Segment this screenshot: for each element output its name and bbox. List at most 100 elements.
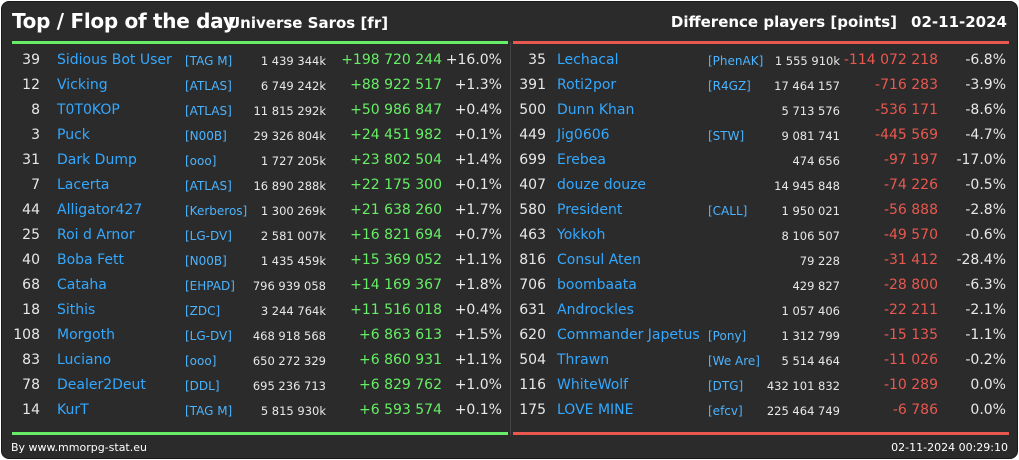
player-name-link[interactable]: WhiteWolf	[557, 377, 629, 393]
player-row: 631 Androckles 1 057 406 -22 211 -2.1%	[512, 299, 1017, 324]
player-name-link[interactable]: Androckles	[557, 302, 634, 318]
alliance-tag-link[interactable]: [TAG M]	[185, 54, 233, 68]
alliance-tag-link[interactable]: [efcv]	[708, 404, 743, 418]
player-rank: 7	[31, 177, 40, 193]
points-difference: +11 516 018	[350, 302, 442, 318]
alliance-tag-link[interactable]: [PhenAK]	[708, 54, 764, 68]
player-points: 650 272 329	[252, 354, 326, 368]
alliance-tag-link[interactable]: [LG-DV]	[185, 229, 232, 243]
alliance-tag-link[interactable]: [EHPAD]	[185, 279, 235, 293]
points-difference: -536 171	[875, 102, 938, 118]
player-row: 706 boombaata 429 827 -28 800 -6.3%	[512, 274, 1017, 299]
alliance-tag-link[interactable]: [N00B]	[185, 254, 227, 268]
player-name-link[interactable]: boombaata	[557, 277, 637, 293]
percent-change: -6.3%	[965, 277, 1006, 293]
player-name-link[interactable]: Consul Aten	[557, 252, 642, 268]
alliance-tag-link[interactable]: [ATLAS]	[185, 104, 232, 118]
player-row: 78 Dealer2Deut [DDL] 695 236 713 +6 829 762 +…	[2, 374, 510, 399]
points-difference: -445 569	[875, 127, 938, 143]
player-name-link[interactable]: Dealer2Deut	[57, 377, 146, 393]
player-name-link[interactable]: LOVE MINE	[557, 402, 634, 418]
alliance-tag-link[interactable]: [Kerberos]	[185, 204, 248, 218]
player-name-link[interactable]: Alligator427	[57, 202, 143, 218]
player-name-link[interactable]: douze douze	[557, 177, 647, 193]
percent-change: -4.7%	[965, 127, 1006, 143]
player-name-link[interactable]: Thrawn	[557, 352, 610, 368]
alliance-tag-link[interactable]: [ZDC]	[185, 304, 221, 318]
player-row: 18 Sithis [ZDC] 3 244 764k +11 516 018 +0.4%	[2, 299, 510, 324]
player-name-link[interactable]: Morgoth	[57, 327, 115, 343]
player-rank: 108	[13, 327, 40, 343]
player-rank: 12	[22, 77, 40, 93]
alliance-tag-link[interactable]: [STW]	[708, 129, 745, 143]
player-rank: 175	[519, 402, 546, 418]
alliance-tag-link[interactable]: [We Are]	[708, 354, 760, 368]
player-rank: 500	[519, 102, 546, 118]
player-points: 17 464 157	[774, 79, 840, 93]
player-rank: 816	[519, 252, 546, 268]
alliance-tag-link[interactable]: [ATLAS]	[185, 179, 232, 193]
alliance-tag-link[interactable]: [CALL]	[708, 204, 748, 218]
player-name-link[interactable]: Luciano	[57, 352, 112, 368]
player-row: 407 douze douze 14 945 848 -74 226 -0.5%	[512, 174, 1017, 199]
player-name-link[interactable]: Roi d Arnor	[57, 227, 135, 243]
alliance-tag-link[interactable]: [DTG]	[708, 379, 744, 393]
points-difference: +16 821 694	[350, 227, 442, 243]
player-rank: 14	[22, 402, 40, 418]
player-name-link[interactable]: Sidious Bot User	[57, 52, 172, 68]
points-difference: +15 369 052	[350, 252, 442, 268]
player-name-link[interactable]: Dunn Khan	[557, 102, 635, 118]
percent-change: 0.0%	[970, 402, 1006, 418]
player-rank: 504	[519, 352, 546, 368]
player-points: 468 918 568	[252, 329, 326, 343]
alliance-tag-link[interactable]: [R4GZ]	[708, 79, 751, 93]
site-credit: By www.mmorpg-stat.eu	[11, 441, 147, 454]
player-rank: 463	[519, 227, 546, 243]
player-rank: 68	[22, 277, 40, 293]
percent-change: +0.4%	[454, 102, 502, 118]
alliance-tag-link[interactable]: [N00B]	[185, 129, 227, 143]
player-name-link[interactable]: Cataha	[57, 277, 107, 293]
player-name-link[interactable]: Commander Japetus	[557, 327, 700, 343]
player-name-link[interactable]: Roti2por	[557, 77, 617, 93]
player-name-link[interactable]: Puck	[57, 127, 90, 143]
alliance-tag-link[interactable]: [DDL]	[185, 379, 220, 393]
player-name-link[interactable]: Jig0606	[557, 127, 610, 143]
points-difference: -28 800	[883, 277, 938, 293]
top-divider-green	[12, 41, 508, 44]
player-name-link[interactable]: Boba Fett	[57, 252, 124, 268]
player-row: 83 Luciano [ooo] 650 272 329 +6 860 931 +1.1%	[2, 349, 510, 374]
player-row: 35 Lechacal [PhenAK] 1 555 910k -114 072 218…	[512, 49, 1017, 74]
player-name-link[interactable]: President	[557, 202, 623, 218]
percent-change: +1.3%	[454, 77, 502, 93]
player-points: 5 713 576	[781, 104, 840, 118]
player-row: 44 Alligator427 [Kerberos] 1 300 269k +21 63…	[2, 199, 510, 224]
player-points: 5 815 930k	[260, 404, 326, 418]
alliance-tag-link[interactable]: [ooo]	[185, 354, 217, 368]
points-difference: +24 451 982	[350, 127, 442, 143]
player-name-link[interactable]: Dark Dump	[57, 152, 137, 168]
points-difference: +88 922 517	[350, 77, 442, 93]
player-name-link[interactable]: Erebea	[557, 152, 606, 168]
player-points: 474 656	[792, 154, 840, 168]
player-name-link[interactable]: Lechacal	[557, 52, 619, 68]
player-points: 5 514 464	[781, 354, 840, 368]
alliance-tag-link[interactable]: [LG-DV]	[185, 329, 232, 343]
alliance-tag-link[interactable]: [ATLAS]	[185, 79, 232, 93]
player-name-link[interactable]: T0T0KOP	[57, 102, 120, 118]
alliance-tag-link[interactable]: [Pony]	[708, 329, 747, 343]
alliance-tag-link[interactable]: [TAG M]	[185, 404, 233, 418]
player-name-link[interactable]: Sithis	[57, 302, 96, 318]
percent-change: -0.2%	[965, 352, 1006, 368]
player-name-link[interactable]: Lacerta	[57, 177, 110, 193]
player-points: 11 815 292k	[253, 104, 326, 118]
percent-change: 0.0%	[970, 377, 1006, 393]
player-rank: 116	[519, 377, 546, 393]
player-name-link[interactable]: Yokkoh	[557, 227, 606, 243]
player-name-link[interactable]: Vicking	[57, 77, 108, 93]
player-name-link[interactable]: KurT	[57, 402, 89, 418]
player-rank: 83	[22, 352, 40, 368]
alliance-tag-link[interactable]: [ooo]	[185, 154, 217, 168]
header-right: Difference players [points] 02-11-2024	[671, 13, 1007, 31]
